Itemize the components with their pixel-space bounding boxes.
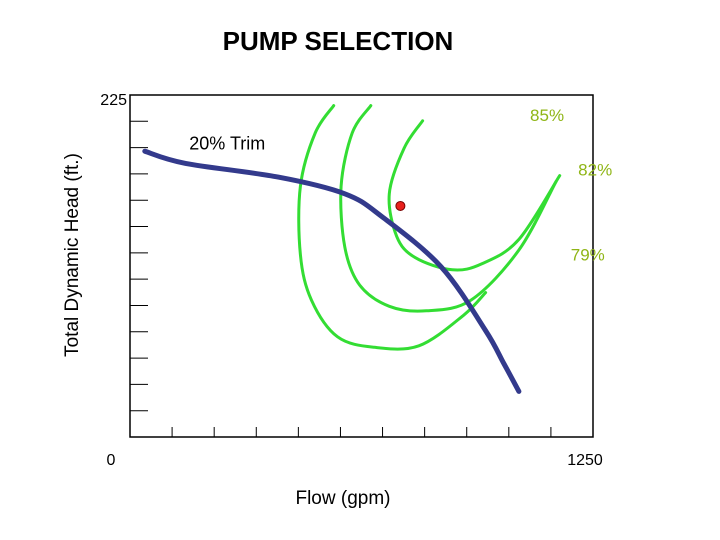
efficiency-contour-82 <box>339 104 558 313</box>
y-axis-minor-ticks <box>130 120 148 412</box>
efficiency-contour-79 <box>387 119 562 272</box>
plot-frame <box>129 94 594 438</box>
efficiency-contour-85 <box>297 104 488 351</box>
pump-curve-20-trim <box>142 148 522 394</box>
chart-title: PUMP SELECTION <box>223 26 454 56</box>
x-tick-label-max: 1250 <box>567 452 603 469</box>
efficiency-label-82: 82% <box>578 161 612 180</box>
efficiency-label-79: 79% <box>571 246 605 265</box>
y-tick-label-max: 225 <box>100 92 127 109</box>
y-axis-label: Total Dynamic Head (ft.) <box>62 153 83 357</box>
operating-point <box>395 200 406 211</box>
efficiency-label-85: 85% <box>530 106 564 125</box>
x-tick-label-min: 0 <box>107 452 116 469</box>
x-axis-minor-ticks <box>171 427 552 437</box>
x-axis-label: Flow (gpm) <box>295 488 390 509</box>
trim-label: 20% Trim <box>189 134 265 154</box>
